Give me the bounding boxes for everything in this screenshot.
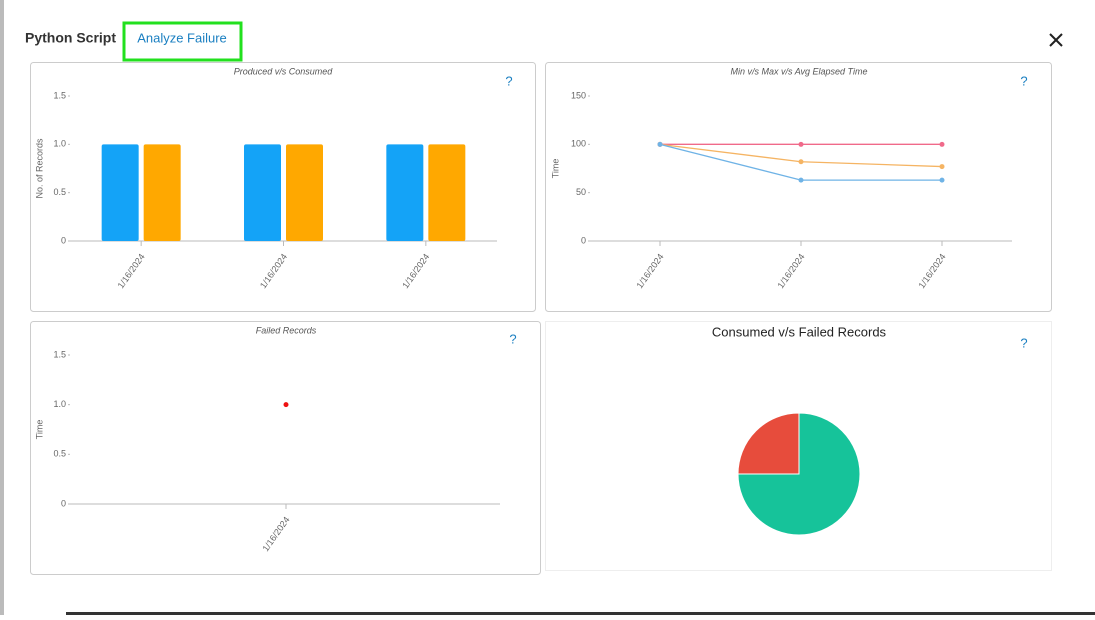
x-tick-label: 1/16/2024: [258, 252, 289, 291]
y-tick-label: 150: [571, 90, 586, 100]
close-button[interactable]: [1049, 33, 1063, 47]
panel: [30, 62, 536, 312]
pie-slice: [737, 412, 861, 536]
point: [798, 141, 804, 147]
y-tick-label: 0: [61, 498, 66, 508]
y-tick-label: 1.5: [53, 349, 66, 359]
point: [657, 141, 663, 147]
x-tick-label: 1/16/2024: [116, 252, 147, 291]
y-axis-label: No. of Records: [34, 138, 44, 199]
point: [939, 141, 945, 147]
x-tick-label: 1/16/2024: [634, 252, 665, 291]
tab-highlight: [122, 21, 243, 62]
point: [283, 402, 289, 408]
x-tick-label: 1/16/2024: [260, 515, 291, 554]
y-tick-label: 1.0: [53, 399, 66, 409]
backdrop-edge: [66, 612, 1095, 615]
y-tick-label: 0.5: [53, 449, 66, 459]
y-tick-label: 100: [571, 139, 586, 149]
chart-title: Min v/s Max v/s Avg Elapsed Time: [731, 66, 868, 76]
help-icon[interactable]: ?: [509, 331, 516, 346]
bar: [286, 144, 323, 241]
y-tick-label: 0: [581, 235, 586, 245]
x-tick-label: 1/16/2024: [775, 252, 806, 291]
backdrop-edge: [0, 0, 4, 615]
point: [939, 177, 945, 183]
help-icon[interactable]: ?: [1020, 73, 1027, 88]
y-tick-label: 0: [61, 235, 66, 245]
bar: [101, 144, 139, 241]
pie-slice: [737, 412, 800, 475]
chart-title: Produced v/s Consumed: [234, 66, 334, 76]
y-tick-label: 1.5: [53, 90, 66, 100]
help-icon[interactable]: ?: [1020, 335, 1027, 350]
bar: [386, 144, 424, 241]
y-axis-label: Time: [550, 159, 560, 179]
chart-title: Consumed v/s Failed Records: [712, 324, 887, 339]
panel: [30, 321, 541, 575]
point: [798, 177, 804, 183]
y-axis-label: Time: [34, 420, 44, 440]
y-tick-label: 1.0: [53, 139, 66, 149]
point: [939, 164, 945, 170]
modal-title: Python Script: [25, 30, 116, 46]
tab[interactable]: Analyze Failure: [137, 30, 227, 45]
y-tick-label: 0.5: [53, 187, 66, 197]
y-tick-label: 50: [576, 187, 586, 197]
point: [798, 159, 804, 165]
x-tick-label: 1/16/2024: [916, 252, 947, 291]
panel: [545, 62, 1052, 312]
x-tick-label: 1/16/2024: [400, 252, 431, 291]
panel: [545, 321, 1052, 571]
bar: [143, 144, 181, 241]
bar: [428, 144, 466, 241]
chart-title: Failed Records: [256, 325, 317, 335]
bar: [244, 144, 281, 241]
help-icon[interactable]: ?: [505, 73, 512, 88]
